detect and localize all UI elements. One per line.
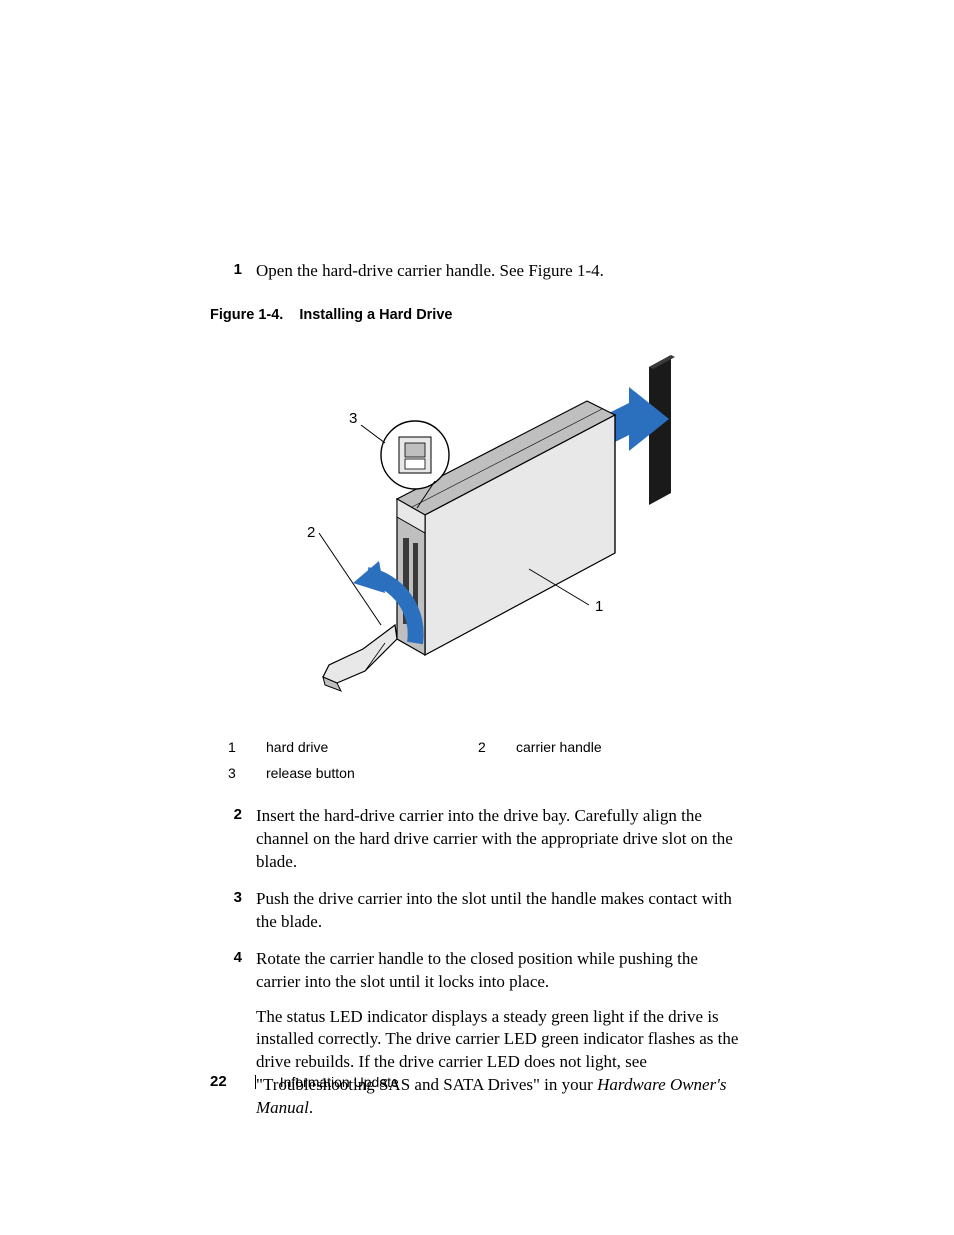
- step-text: Insert the hard-drive carrier into the d…: [256, 805, 744, 874]
- step-text: Rotate the carrier handle to the closed …: [256, 948, 744, 1121]
- callout-2: 2: [307, 524, 315, 541]
- footer-divider-icon: [255, 1075, 256, 1089]
- legend-num: 2: [478, 735, 514, 759]
- figure-area: 1 2 3: [210, 343, 744, 703]
- callout-3: 3: [349, 410, 357, 427]
- hard-drive-diagram: 1 2 3: [267, 343, 687, 703]
- step-number: 3: [210, 888, 256, 934]
- legend-row: 3 release button: [228, 761, 726, 785]
- page-number: 22: [210, 1073, 227, 1090]
- step-number: 1: [210, 260, 256, 283]
- figure-caption: Figure 1-4. Installing a Hard Drive: [210, 307, 744, 323]
- step-2: 2 Insert the hard-drive carrier into the…: [210, 805, 744, 874]
- step-3: 3 Push the drive carrier into the slot u…: [210, 888, 744, 934]
- document-page: 1 Open the hard-drive carrier handle. Se…: [0, 0, 954, 1235]
- legend-row: 1 hard drive 2 carrier handle: [228, 735, 726, 759]
- step-text: Open the hard-drive carrier handle. See …: [256, 260, 744, 283]
- step-1: 1 Open the hard-drive carrier handle. Se…: [210, 260, 744, 283]
- page-footer: 22 Information Update: [210, 1073, 399, 1090]
- legend-label: hard drive: [266, 735, 476, 759]
- legend-num: 3: [228, 761, 264, 785]
- figure-legend: 1 hard drive 2 carrier handle 3 release …: [226, 733, 728, 787]
- step-4-text: Rotate the carrier handle to the closed …: [256, 949, 698, 991]
- step-4-sub: The status LED indicator displays a stea…: [256, 1006, 744, 1121]
- legend-label: release button: [266, 761, 476, 785]
- step-number: 4: [210, 948, 256, 1121]
- footer-section: Information Update: [280, 1074, 399, 1090]
- step-4-sub-c: .: [309, 1098, 313, 1117]
- callout-1: 1: [595, 598, 603, 615]
- figure-label: Figure 1-4.: [210, 307, 283, 323]
- legend-label: carrier handle: [516, 735, 726, 759]
- legend-num: 1: [228, 735, 264, 759]
- step-text: Push the drive carrier into the slot unt…: [256, 888, 744, 934]
- carrier-handle-icon: [323, 625, 397, 691]
- figure-title: Installing a Hard Drive: [299, 307, 452, 323]
- step-list-top: 1 Open the hard-drive carrier handle. Se…: [210, 260, 744, 283]
- step-4: 4 Rotate the carrier handle to the close…: [210, 948, 744, 1121]
- step-number: 2: [210, 805, 256, 874]
